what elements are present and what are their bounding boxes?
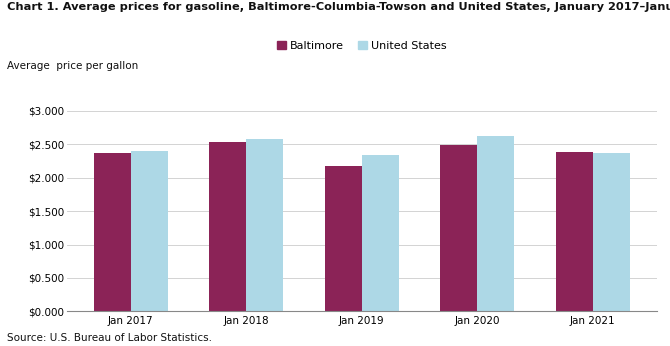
Bar [477, 136, 515, 311]
Bar [440, 145, 477, 311]
Bar [131, 151, 168, 311]
Bar [362, 155, 399, 311]
Bar [247, 139, 283, 311]
Text: Chart 1. Average prices for gasoline, Baltimore-Columbia-Towson and United State: Chart 1. Average prices for gasoline, Ba… [7, 2, 670, 12]
Bar [556, 152, 593, 311]
Bar [209, 142, 247, 311]
Bar [94, 153, 131, 311]
Text: Average  price per gallon: Average price per gallon [7, 61, 138, 71]
Legend: Baltimore, United States: Baltimore, United States [273, 37, 451, 56]
Bar [593, 153, 630, 311]
Text: Source: U.S. Bureau of Labor Statistics.: Source: U.S. Bureau of Labor Statistics. [7, 333, 212, 343]
Bar [325, 166, 362, 311]
